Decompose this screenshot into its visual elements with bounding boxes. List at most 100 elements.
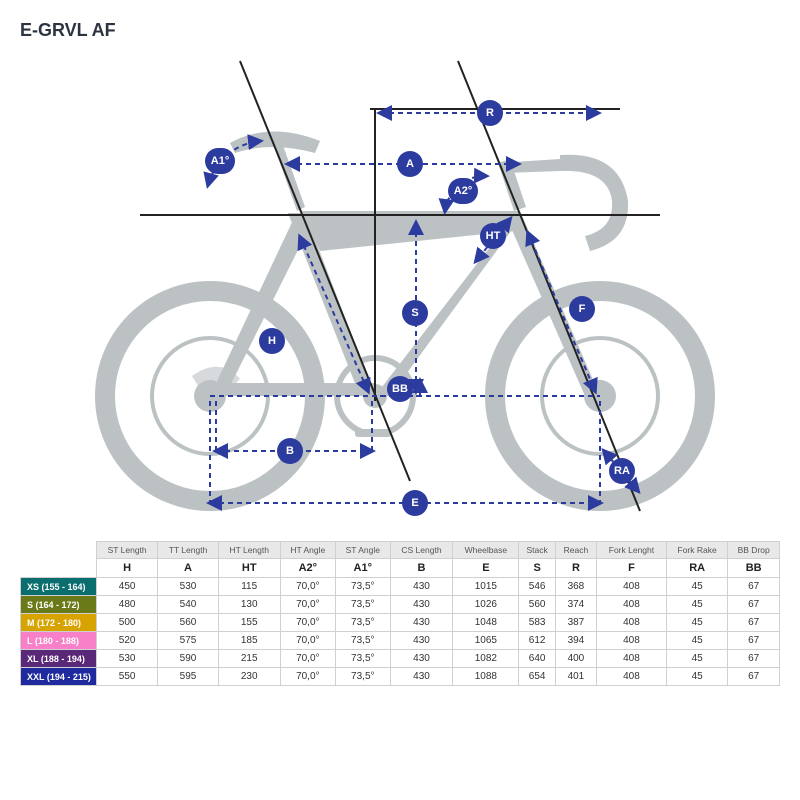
- dim-label-RA: RA: [609, 458, 635, 484]
- cell-4-2: 215: [218, 650, 280, 668]
- table-row: XS (155 - 164)45053011570,0°73,5°4301015…: [21, 578, 780, 596]
- cell-3-0: 520: [97, 632, 158, 650]
- col-long-10: Fork Rake: [666, 542, 727, 559]
- cell-0-1: 530: [158, 578, 219, 596]
- dim-label-E: E: [402, 490, 428, 516]
- cell-4-9: 408: [596, 650, 666, 668]
- table-row: L (180 - 188)52057518570,0°73,5°43010656…: [21, 632, 780, 650]
- table-row: M (172 - 180)50056015570,0°73,5°43010485…: [21, 614, 780, 632]
- cell-0-2: 115: [218, 578, 280, 596]
- cell-5-2: 230: [218, 668, 280, 686]
- cell-3-6: 1065: [453, 632, 519, 650]
- size-cell-2: M (172 - 180): [21, 614, 97, 632]
- geometry-table: ST LengthTT LengthHT LengthHT AngleST An…: [20, 541, 780, 686]
- dim-label-A1: A1°: [205, 148, 235, 174]
- cell-0-9: 408: [596, 578, 666, 596]
- dim-label-R: R: [477, 100, 503, 126]
- cell-5-11: 67: [728, 668, 780, 686]
- col-long-6: Wheelbase: [453, 542, 519, 559]
- cell-4-8: 400: [555, 650, 596, 668]
- cell-4-3: 70,0°: [280, 650, 335, 668]
- cell-1-2: 130: [218, 596, 280, 614]
- size-cell-5: XXL (194 - 215): [21, 668, 97, 686]
- col-long-5: CS Length: [390, 542, 453, 559]
- cell-0-8: 368: [555, 578, 596, 596]
- cell-0-10: 45: [666, 578, 727, 596]
- cell-4-7: 640: [519, 650, 555, 668]
- cell-0-7: 546: [519, 578, 555, 596]
- cell-1-11: 67: [728, 596, 780, 614]
- col-short-7: S: [519, 559, 555, 578]
- cell-4-11: 67: [728, 650, 780, 668]
- cell-2-5: 430: [390, 614, 453, 632]
- cell-5-10: 45: [666, 668, 727, 686]
- cell-3-8: 394: [555, 632, 596, 650]
- cell-5-0: 550: [97, 668, 158, 686]
- cell-2-11: 67: [728, 614, 780, 632]
- col-short-1: A: [158, 559, 219, 578]
- cell-1-0: 480: [97, 596, 158, 614]
- col-long-9: Fork Lenght: [596, 542, 666, 559]
- cell-5-3: 70,0°: [280, 668, 335, 686]
- col-short-9: F: [596, 559, 666, 578]
- cell-0-4: 73,5°: [335, 578, 390, 596]
- col-short-4: A1°: [335, 559, 390, 578]
- col-short-6: E: [453, 559, 519, 578]
- cell-1-8: 374: [555, 596, 596, 614]
- cell-3-5: 430: [390, 632, 453, 650]
- col-long-1: TT Length: [158, 542, 219, 559]
- cell-4-6: 1082: [453, 650, 519, 668]
- cell-1-9: 408: [596, 596, 666, 614]
- col-short-5: B: [390, 559, 453, 578]
- cell-1-4: 73,5°: [335, 596, 390, 614]
- cell-3-2: 185: [218, 632, 280, 650]
- cell-5-4: 73,5°: [335, 668, 390, 686]
- cell-2-9: 408: [596, 614, 666, 632]
- col-long-4: ST Angle: [335, 542, 390, 559]
- cell-1-5: 430: [390, 596, 453, 614]
- col-short-3: A2°: [280, 559, 335, 578]
- dim-label-HT: HT: [480, 223, 506, 249]
- cell-2-10: 45: [666, 614, 727, 632]
- cell-5-6: 1088: [453, 668, 519, 686]
- cell-3-3: 70,0°: [280, 632, 335, 650]
- cell-2-4: 73,5°: [335, 614, 390, 632]
- cell-1-6: 1026: [453, 596, 519, 614]
- cell-1-3: 70,0°: [280, 596, 335, 614]
- dim-label-B: B: [277, 438, 303, 464]
- col-long-3: HT Angle: [280, 542, 335, 559]
- cell-0-11: 67: [728, 578, 780, 596]
- cell-0-0: 450: [97, 578, 158, 596]
- cell-2-1: 560: [158, 614, 219, 632]
- size-cell-0: XS (155 - 164): [21, 578, 97, 596]
- cell-5-8: 401: [555, 668, 596, 686]
- cell-2-8: 387: [555, 614, 596, 632]
- cell-4-5: 430: [390, 650, 453, 668]
- cell-1-1: 540: [158, 596, 219, 614]
- table-header-long: ST LengthTT LengthHT LengthHT AngleST An…: [21, 542, 780, 559]
- cell-2-3: 70,0°: [280, 614, 335, 632]
- cell-0-5: 430: [390, 578, 453, 596]
- dim-label-A: A: [397, 151, 423, 177]
- col-short-11: BB: [728, 559, 780, 578]
- cell-5-1: 595: [158, 668, 219, 686]
- col-long-11: BB Drop: [728, 542, 780, 559]
- cell-5-9: 408: [596, 668, 666, 686]
- col-long-0: ST Length: [97, 542, 158, 559]
- table-row: XXL (194 - 215)55059523070,0°73,5°430108…: [21, 668, 780, 686]
- col-long-2: HT Length: [218, 542, 280, 559]
- table-row: S (164 - 172)48054013070,0°73,5°43010265…: [21, 596, 780, 614]
- cell-4-4: 73,5°: [335, 650, 390, 668]
- cell-2-7: 583: [519, 614, 555, 632]
- dim-label-S: S: [402, 300, 428, 326]
- cell-3-9: 408: [596, 632, 666, 650]
- size-cell-3: L (180 - 188): [21, 632, 97, 650]
- col-long-7: Stack: [519, 542, 555, 559]
- dim-label-H: H: [259, 328, 285, 354]
- dim-label-F: F: [569, 296, 595, 322]
- cell-3-10: 45: [666, 632, 727, 650]
- dim-label-A2: A2°: [448, 178, 478, 204]
- dim-label-BB: BB: [387, 376, 413, 402]
- cell-4-1: 590: [158, 650, 219, 668]
- cell-5-7: 654: [519, 668, 555, 686]
